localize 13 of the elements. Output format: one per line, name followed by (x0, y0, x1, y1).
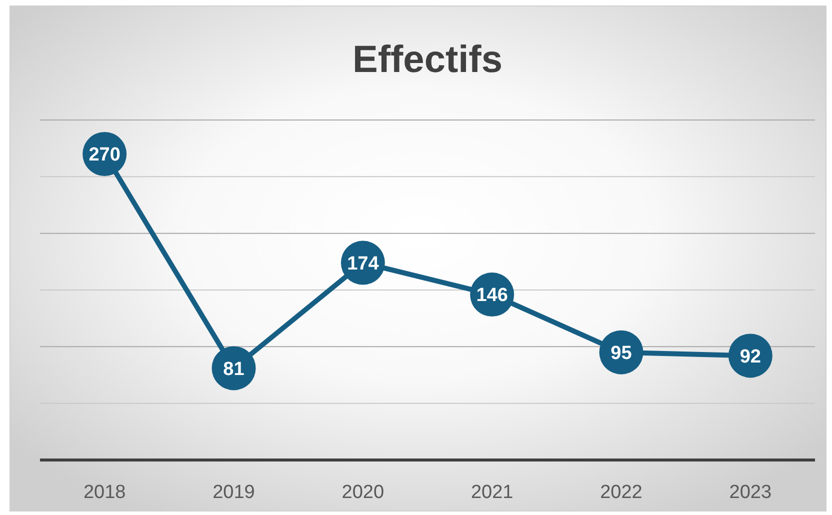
data-label: 95 (610, 342, 632, 364)
x-tick-label: 2023 (729, 482, 772, 503)
chart-title: Effectifs (352, 39, 502, 81)
x-tick-label: 2021 (470, 482, 514, 503)
x-tick-label: 2022 (600, 482, 642, 503)
data-label: 174 (347, 253, 380, 274)
x-tick-label: 2020 (342, 482, 384, 503)
data-label: 92 (740, 346, 761, 368)
x-tick-label: 2018 (83, 482, 126, 503)
data-label: 81 (223, 358, 245, 380)
x-tick-label: 2019 (212, 482, 255, 503)
data-label: 270 (88, 144, 120, 166)
data-label: 146 (476, 285, 508, 306)
